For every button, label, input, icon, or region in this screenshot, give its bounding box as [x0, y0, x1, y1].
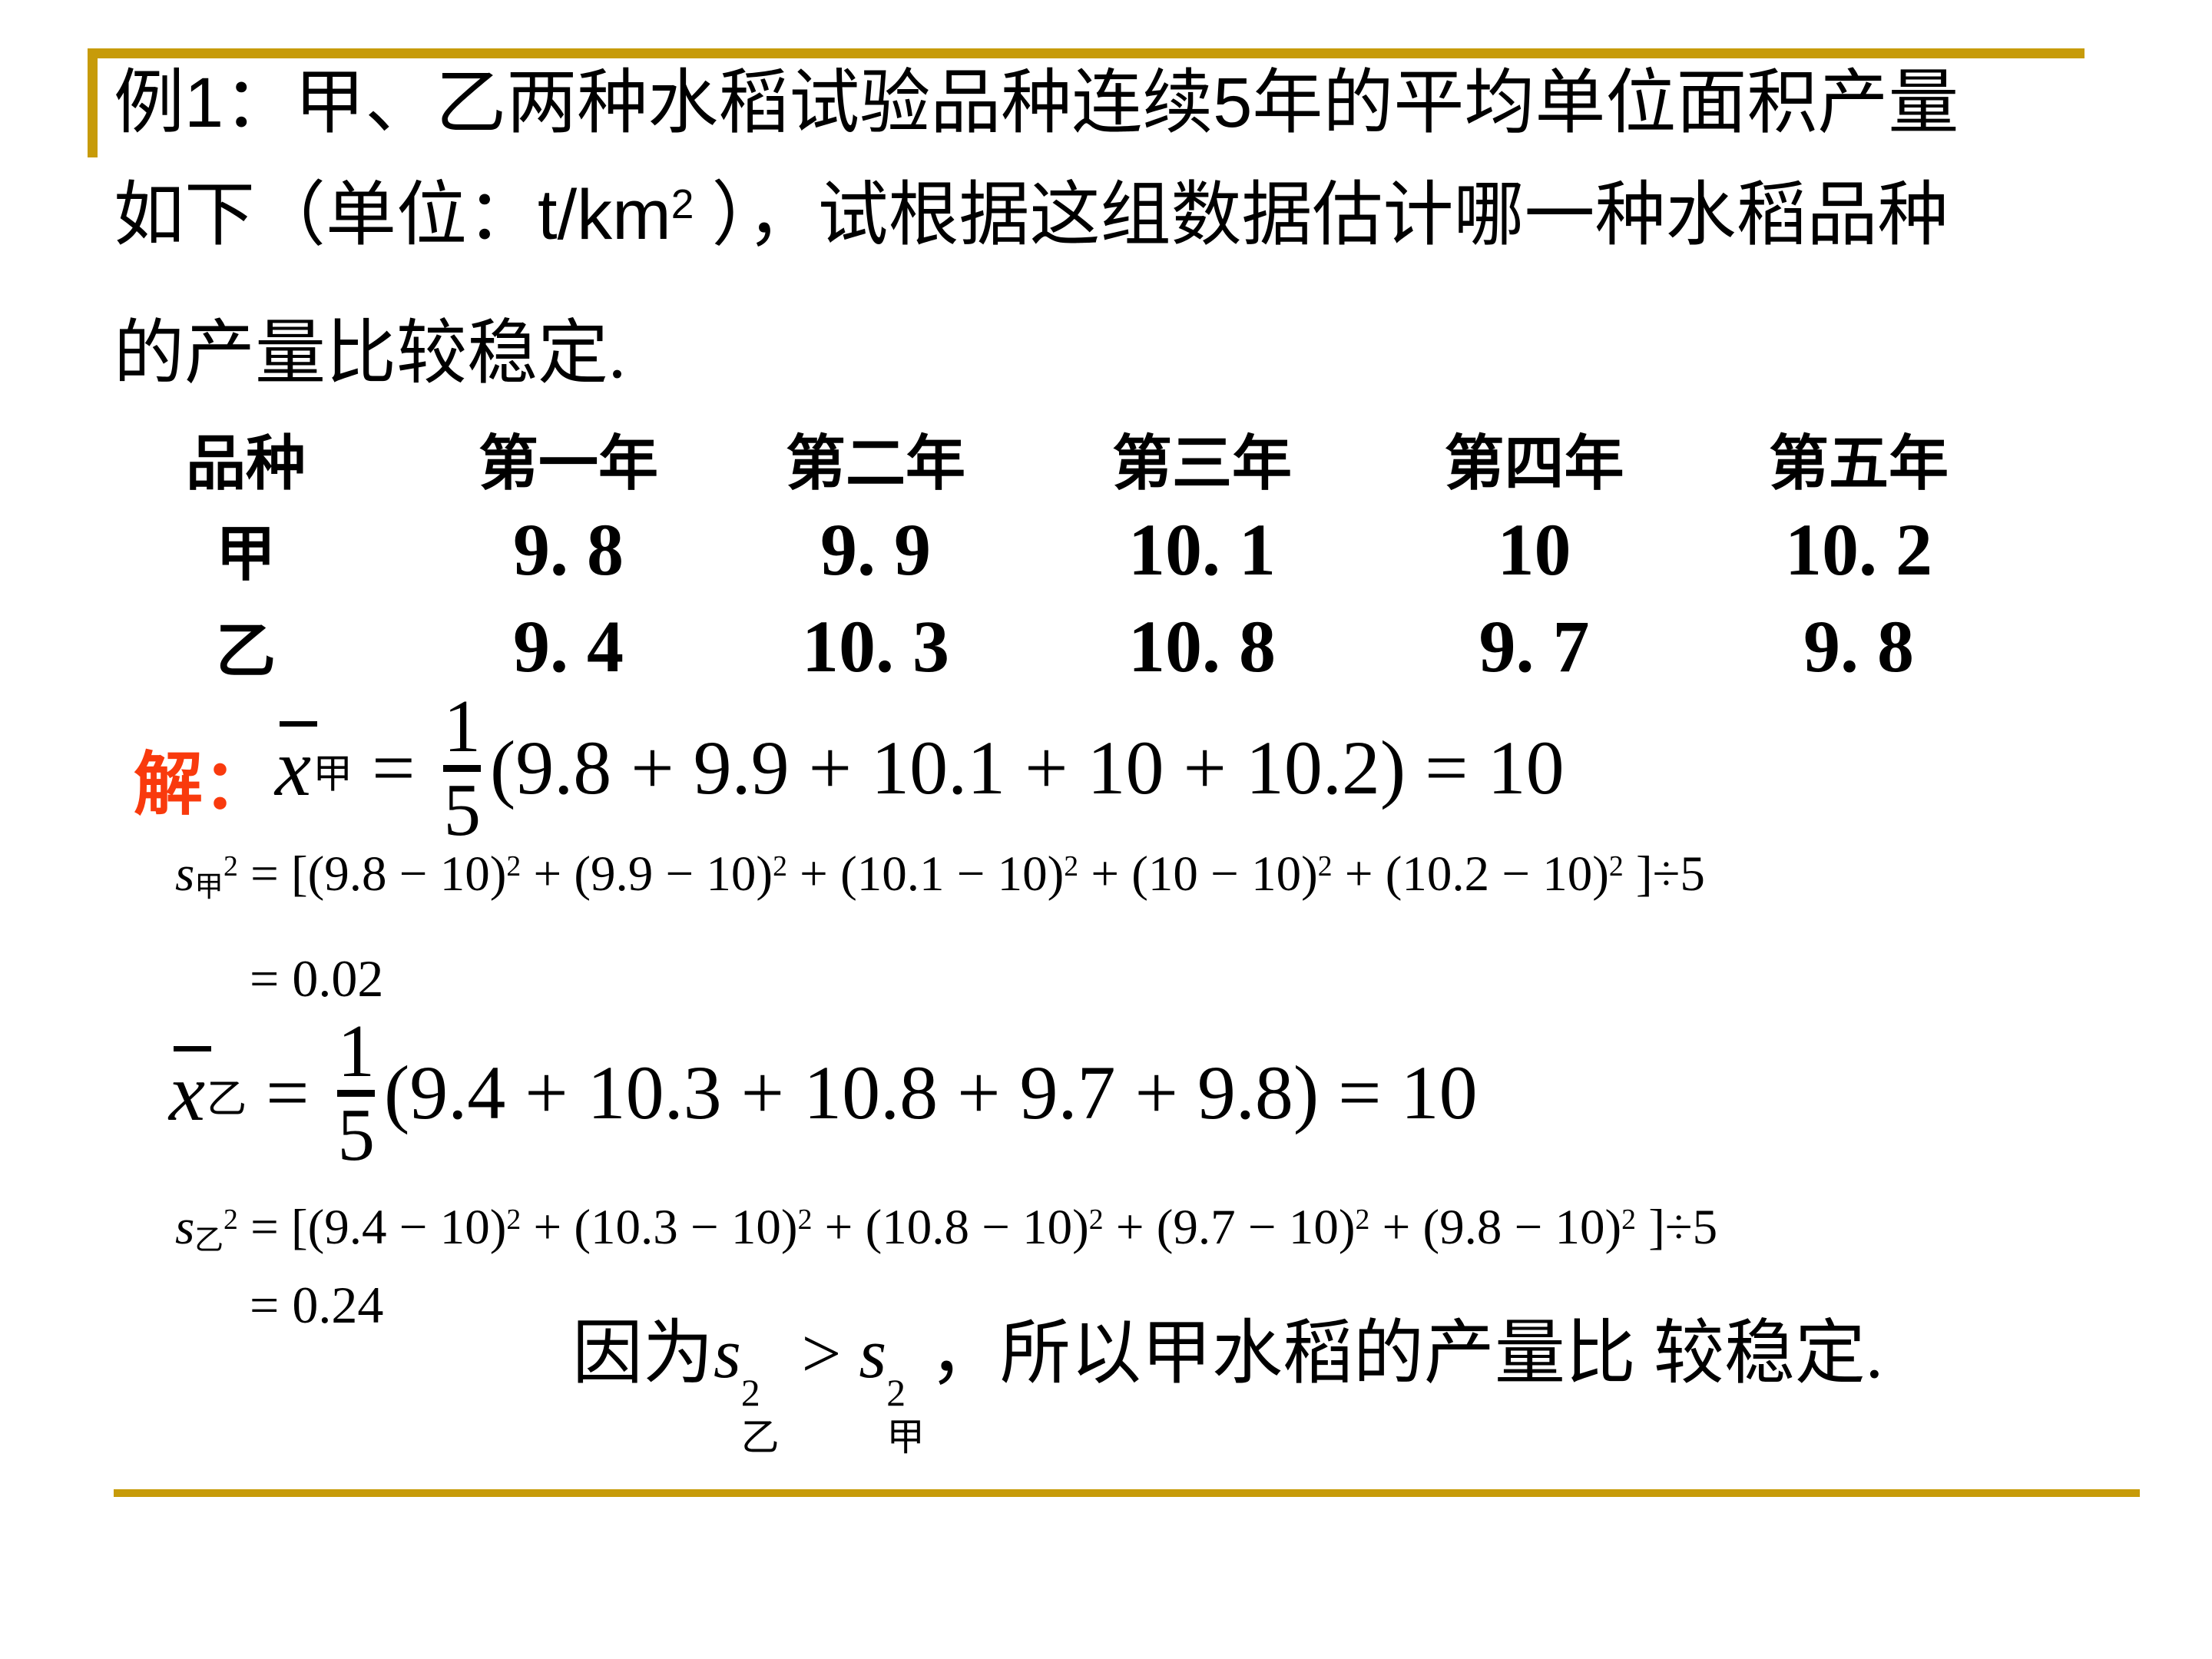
table-header-year-5: 第五年: [1768, 430, 1949, 497]
problem-text-line-3: 的产量比较稳定.: [114, 314, 627, 392]
table-header-year-1: 第一年: [478, 430, 658, 497]
table-row-yi-label: 乙: [215, 618, 276, 684]
table-cell-yi-year-1: 9. 4: [513, 604, 624, 687]
table-cell-jia-year-4: 10: [1497, 508, 1571, 591]
left-border-line: [88, 48, 98, 157]
table-row-jia-label: 甲: [215, 521, 276, 588]
variance-result-yi: = 0.24: [250, 1276, 384, 1334]
problem-text-line-1: 例1：甲、乙两种水稻试验品种连续5年的平均单位面积产量: [114, 64, 1959, 142]
table-header-year-4: 第四年: [1444, 430, 1624, 497]
table-cell-jia-year-5: 10. 2: [1785, 508, 1932, 591]
table-cell-jia-year-2: 9. 9: [820, 508, 931, 591]
table-cell-jia-year-1: 9. 8: [513, 508, 624, 591]
table-header-variety: 品种: [185, 430, 306, 497]
table-cell-jia-year-3: 10. 1: [1128, 508, 1276, 591]
conclusion-text: 因为s 2 乙 > s 2 甲，所以甲水稻的产量比 较稳定.: [572, 1314, 1883, 1459]
variance-formula-yi: s乙2 = [(9.4 − 10)2 + (10.3 − 10)2 + (10.…: [175, 1200, 1718, 1257]
solution-label: 解：: [134, 747, 272, 823]
table-header-year-2: 第二年: [785, 430, 965, 497]
table-cell-yi-year-4: 9. 7: [1479, 604, 1590, 687]
table-cell-yi-year-2: 10. 3: [802, 604, 949, 687]
top-border-line: [88, 48, 2085, 58]
table-header-year-3: 第三年: [1111, 430, 1292, 497]
yield-table: 品种 第一年 第二年 第三年 第四年 第五年 甲 9. 8 9. 9 10. 1…: [100, 416, 2047, 694]
variance-result-jia: = 0.02: [250, 949, 384, 1008]
table-cell-yi-year-5: 9. 8: [1803, 604, 1914, 687]
table-cell-yi-year-3: 10. 8: [1128, 604, 1276, 687]
problem-text-line-2: 如下（单位：t/km2 ），试根据这组数据估计哪一种水稻品种: [114, 176, 1949, 254]
bottom-border-line: [114, 1489, 2140, 1497]
variance-formula-jia: s甲2 = [(9.8 − 10)2 + (9.9 − 10)2 + (10.1…: [175, 846, 1705, 904]
